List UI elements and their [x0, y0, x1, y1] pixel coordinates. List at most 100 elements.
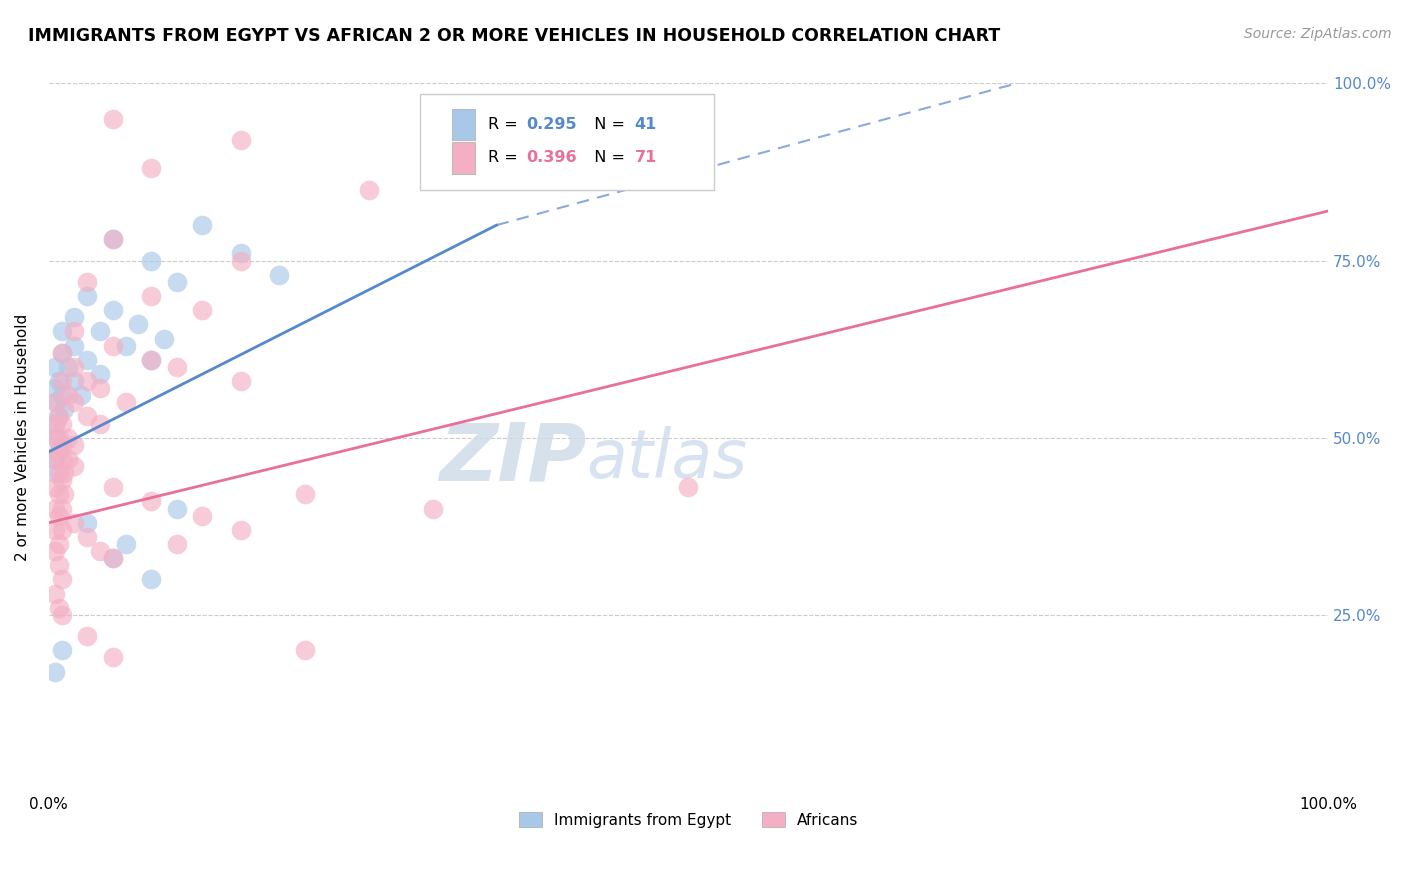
Point	[48, 431, 70, 445]
Point	[56, 388, 79, 402]
Text: Source: ZipAtlas.com: Source: ZipAtlas.com	[1244, 27, 1392, 41]
Point	[63, 438, 86, 452]
Point	[229, 374, 252, 388]
Text: ZIP: ZIP	[439, 420, 586, 498]
Point	[51, 345, 73, 359]
Point	[229, 523, 252, 537]
Text: R =: R =	[488, 151, 523, 165]
Point	[139, 253, 162, 268]
Point	[51, 643, 73, 657]
Point	[89, 381, 111, 395]
Point	[678, 480, 700, 494]
Point	[48, 558, 70, 573]
Point	[44, 523, 66, 537]
Point	[63, 359, 86, 374]
Point	[51, 607, 73, 622]
Point	[89, 367, 111, 381]
Point	[153, 331, 176, 345]
Point	[89, 417, 111, 431]
Point	[44, 544, 66, 558]
Point	[44, 417, 66, 431]
Point	[229, 253, 252, 268]
Point	[101, 338, 124, 352]
Point	[101, 232, 124, 246]
Point	[48, 537, 70, 551]
Point	[127, 318, 149, 332]
Point	[166, 359, 188, 374]
Point	[101, 112, 124, 126]
Point	[63, 458, 86, 473]
Point	[357, 183, 380, 197]
Point	[44, 480, 66, 494]
Point	[51, 325, 73, 339]
Point	[45, 466, 67, 480]
Point	[267, 268, 290, 282]
Point	[46, 409, 69, 424]
Point	[51, 452, 73, 467]
Point	[191, 218, 214, 232]
Point	[51, 388, 73, 402]
Text: atlas: atlas	[586, 426, 747, 492]
Point	[44, 452, 66, 467]
Point	[101, 303, 124, 318]
FancyBboxPatch shape	[420, 94, 714, 190]
Point	[76, 409, 98, 424]
Point	[101, 480, 124, 494]
Point	[48, 466, 70, 480]
Point	[45, 395, 67, 409]
Point	[44, 586, 66, 600]
Point	[51, 573, 73, 587]
Point	[166, 275, 188, 289]
Point	[51, 374, 73, 388]
Point	[114, 338, 136, 352]
Point	[44, 359, 66, 374]
Point	[101, 551, 124, 566]
Point	[139, 573, 162, 587]
FancyBboxPatch shape	[451, 142, 475, 174]
Point	[69, 388, 91, 402]
Point	[51, 501, 73, 516]
Point	[48, 445, 70, 459]
Point	[89, 325, 111, 339]
Point	[101, 232, 124, 246]
Point	[101, 650, 124, 665]
Point	[44, 381, 66, 395]
Point	[139, 289, 162, 303]
Point	[166, 501, 188, 516]
Point	[89, 544, 111, 558]
Point	[48, 508, 70, 523]
Text: N =: N =	[583, 151, 630, 165]
Point	[51, 417, 73, 431]
Text: 0.396: 0.396	[526, 151, 576, 165]
Text: R =: R =	[488, 117, 523, 132]
Point	[139, 352, 162, 367]
Point	[63, 338, 86, 352]
Point	[139, 494, 162, 508]
Point	[191, 303, 214, 318]
Point	[76, 275, 98, 289]
Point	[294, 643, 316, 657]
Point	[76, 289, 98, 303]
FancyBboxPatch shape	[451, 109, 475, 140]
Point	[44, 395, 66, 409]
Point	[53, 487, 76, 501]
Point	[114, 537, 136, 551]
Point	[48, 600, 70, 615]
Y-axis label: 2 or more Vehicles in Household: 2 or more Vehicles in Household	[15, 314, 30, 561]
Point	[46, 445, 69, 459]
Point	[56, 359, 79, 374]
Point	[48, 487, 70, 501]
Point	[51, 345, 73, 359]
Point	[294, 487, 316, 501]
Point	[44, 452, 66, 467]
Point	[51, 473, 73, 487]
Point	[48, 409, 70, 424]
Point	[48, 374, 70, 388]
Point	[76, 530, 98, 544]
Point	[166, 537, 188, 551]
Point	[63, 374, 86, 388]
Point	[53, 466, 76, 480]
Point	[56, 452, 79, 467]
Point	[56, 431, 79, 445]
Point	[45, 431, 67, 445]
